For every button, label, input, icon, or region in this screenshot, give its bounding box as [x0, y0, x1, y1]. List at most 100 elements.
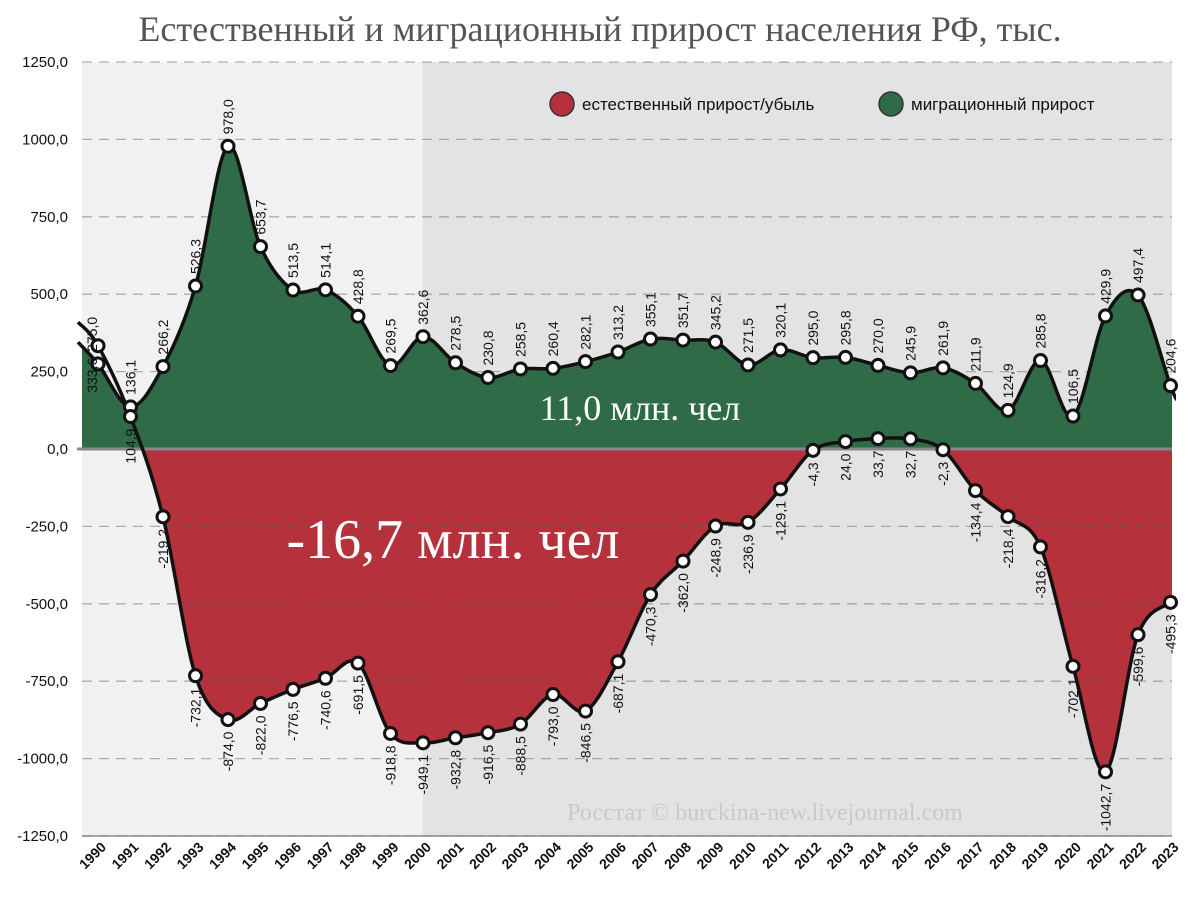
migration-point: [675, 332, 691, 348]
natural-data-label: -4,3: [805, 462, 821, 486]
migration-data-label: 351,7: [675, 293, 691, 328]
x-tick-label: 2007: [628, 839, 661, 872]
migration-point: [838, 349, 853, 365]
y-tick-label: 0,0: [47, 441, 68, 458]
migration-data-label: 278,5: [448, 316, 464, 351]
legend-migration-swatch: [878, 91, 904, 117]
natural-data-label: -248,9: [708, 538, 724, 578]
natural-point: [1000, 509, 1016, 525]
migration-data-label: 285,8: [1033, 313, 1049, 348]
natural-point: [188, 668, 203, 684]
x-tick-label: 2009: [693, 839, 726, 872]
migration-point: [545, 360, 561, 376]
natural-data-label: -218,4: [1000, 528, 1016, 568]
migration-point: [578, 354, 593, 370]
migration-data-label: 230,8: [480, 330, 496, 365]
natural-data-label: -846,5: [578, 723, 594, 763]
migration-data-label: 106,5: [1065, 369, 1081, 404]
x-tick-label: 2000: [401, 839, 434, 872]
data-points: [90, 138, 1178, 780]
natural-data-label: -740,6: [318, 690, 334, 730]
y-tick-label: 500,0: [30, 286, 68, 303]
natural-point: [838, 434, 853, 450]
migration-point: [415, 329, 431, 345]
natural-point: [90, 338, 106, 354]
natural-point: [643, 587, 658, 603]
natural-point: [675, 553, 691, 569]
migration-data-label: 260,4: [545, 321, 561, 356]
natural-point: [870, 431, 886, 447]
migration-data-label: 261,9: [935, 321, 951, 356]
natural-data-label: 33,7: [870, 450, 886, 477]
x-tick-label: 2001: [433, 839, 466, 872]
migration-point: [285, 282, 301, 298]
migration-data-label: 270,0: [870, 318, 886, 353]
migration-data-label: 497,4: [1130, 248, 1146, 283]
migration-point: [773, 342, 788, 358]
migration-point: [1033, 353, 1048, 369]
natural-point: [773, 481, 788, 497]
x-tick-label: 1997: [303, 839, 336, 872]
migration-point: [318, 282, 333, 298]
migration-data-label: 258,5: [513, 322, 529, 357]
x-tick-label: 2004: [531, 839, 564, 872]
natural-data-label: -1042,7: [1098, 784, 1114, 832]
x-tick-label: 2018: [986, 839, 1019, 872]
y-tick-label: -750,0: [25, 673, 68, 690]
migration-line: [76, 144, 1176, 419]
migration-data-label: 136,1: [123, 360, 139, 395]
natural-point: [220, 712, 236, 728]
natural-point: [415, 735, 431, 751]
migration-data-label: 362,6: [415, 289, 431, 324]
natural-data-label: 24,0: [838, 453, 854, 480]
natural-data-label: 333,6: [84, 358, 100, 393]
x-tick-label: 2005: [563, 839, 596, 872]
x-tick-label: 2003: [498, 839, 531, 872]
x-tick-label: 2021: [1083, 839, 1116, 872]
natural-point: [350, 655, 366, 671]
migration-area: [82, 146, 1172, 449]
natural-point: [480, 725, 496, 741]
x-tick-label: 1990: [76, 839, 109, 872]
natural-data-label: -470,3: [643, 606, 659, 646]
natural-point: [253, 695, 268, 711]
y-tick-label: 1000,0: [22, 131, 68, 148]
migration-total-annotation: 11,0 млн. чел: [540, 388, 741, 428]
natural-data-label: 104,9: [123, 428, 139, 463]
natural-data-label: -776,5: [285, 701, 301, 741]
natural-data-label: -219,2: [155, 529, 171, 569]
migration-point: [220, 138, 236, 154]
natural-point: [708, 518, 723, 534]
annotations: 11,0 млн. чел -16,7 млн. чел Росстат © b…: [287, 388, 964, 826]
natural-point: [610, 654, 626, 670]
natural-data-label: -691,5: [350, 675, 366, 715]
x-tick-label: 2010: [726, 839, 759, 872]
migration-data-label: 204,6: [1163, 338, 1179, 373]
migration-point: [513, 361, 528, 377]
migration-point: [610, 344, 626, 360]
natural-point: [383, 725, 398, 741]
x-tick-label: 2006: [596, 839, 629, 872]
legend[interactable]: естественный прирост/убыль миграционный …: [549, 91, 1095, 117]
migration-point: [643, 331, 658, 347]
x-tick-label: 2008: [661, 839, 694, 872]
migration-point: [1163, 378, 1178, 394]
y-tick-label: -1000,0: [17, 751, 68, 768]
natural-point: [155, 509, 171, 525]
natural-point: [513, 716, 528, 732]
natural-data-label: -822,0: [253, 715, 269, 755]
migration-data-label: 211,9: [968, 337, 984, 371]
natural-data-label: -687,1: [610, 674, 626, 714]
migration-data-label: 269,5: [383, 318, 399, 353]
legend-natural-swatch: [549, 91, 575, 117]
x-tick-label: 2002: [466, 839, 499, 872]
migration-data-label: 978,0: [220, 99, 236, 134]
migration-point: [805, 350, 821, 366]
y-tick-label: 750,0: [30, 209, 68, 226]
natural-data-label: -134,4: [968, 502, 984, 542]
y-tick-label: -250,0: [25, 518, 68, 535]
natural-data-label: -236,9: [740, 534, 756, 574]
migration-point: [1065, 408, 1081, 424]
natural-point: [448, 730, 463, 746]
